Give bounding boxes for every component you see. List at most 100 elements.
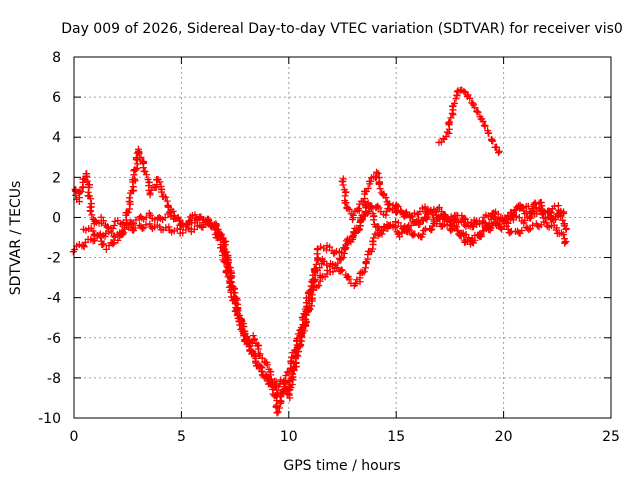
y-tick-label: 0 [52, 210, 61, 226]
data-point [297, 331, 305, 339]
data-point [339, 254, 347, 262]
data-point [348, 233, 356, 241]
data-point [71, 246, 79, 254]
data-point [446, 217, 454, 225]
data-point [135, 148, 143, 156]
data-point [532, 200, 540, 208]
data-point [518, 227, 526, 235]
data-point [476, 220, 484, 228]
data-point [88, 211, 96, 219]
data-point [516, 203, 524, 211]
data-point [474, 108, 482, 116]
x-tick-label: 25 [602, 429, 620, 445]
y-tick-label: 4 [52, 130, 61, 146]
data-point [162, 224, 170, 232]
data-point [104, 223, 112, 231]
data-point [273, 409, 281, 417]
data-point [317, 243, 325, 251]
data-point [374, 169, 382, 177]
data-point [460, 87, 468, 95]
data-point [545, 207, 553, 215]
data-point [370, 234, 378, 242]
data-point [82, 172, 90, 180]
data-point [338, 266, 346, 274]
data-point [191, 211, 199, 219]
data-point [562, 225, 570, 233]
data-point [479, 227, 487, 235]
data-point [473, 107, 481, 115]
data-point [528, 204, 536, 212]
data-point [479, 117, 487, 125]
data-point [562, 238, 570, 246]
data-point [138, 225, 146, 233]
x-tick-label: 15 [387, 429, 405, 445]
data-point [227, 293, 235, 301]
data-point [352, 280, 360, 288]
data-point [489, 137, 497, 145]
data-point [464, 91, 472, 99]
data-point [224, 273, 232, 281]
data-point [83, 177, 91, 185]
data-point [234, 310, 242, 318]
data-point [139, 164, 147, 172]
data-point [466, 94, 474, 102]
data-point [354, 205, 362, 213]
data-point [423, 213, 431, 221]
data-point [476, 231, 484, 239]
data-point [559, 231, 567, 239]
x-tick-label: 10 [280, 429, 298, 445]
y-tick-label: -2 [47, 251, 61, 267]
data-point [97, 233, 105, 241]
data-point [114, 236, 122, 244]
data-point [151, 216, 159, 224]
data-point [223, 269, 231, 277]
data-point [349, 211, 357, 219]
data-point [495, 149, 503, 157]
data-point [126, 194, 134, 202]
data-point [288, 353, 296, 361]
plot-frame [73, 56, 612, 419]
data-point [477, 231, 485, 239]
data-point [373, 168, 381, 176]
data-point [76, 188, 84, 196]
data-point [432, 217, 440, 225]
data-point [360, 268, 368, 276]
data-point [293, 335, 301, 343]
data-point [135, 149, 143, 157]
data-point [342, 199, 350, 207]
data-point [365, 177, 373, 185]
data-point [280, 383, 288, 391]
data-point [282, 372, 290, 380]
data-point [506, 229, 514, 237]
data-point [128, 220, 136, 228]
data-point [146, 191, 154, 199]
data-point [236, 321, 244, 329]
x-tick-label: 5 [177, 429, 186, 445]
data-point [142, 171, 150, 179]
series-track-e [435, 86, 503, 157]
data-point [398, 208, 406, 216]
data-point [454, 227, 462, 235]
data-point [337, 249, 345, 257]
data-point [87, 195, 95, 203]
data-point [161, 214, 169, 222]
data-point [326, 243, 334, 251]
data-point [375, 180, 383, 188]
data-point [85, 183, 93, 191]
y-tick-label: 6 [52, 90, 61, 106]
data-point [469, 99, 477, 107]
data-point [87, 207, 95, 215]
data-point [323, 261, 331, 269]
data-point [395, 230, 403, 238]
data-point [481, 122, 489, 130]
data-point [158, 188, 166, 196]
data-point [272, 402, 280, 410]
data-point [258, 354, 266, 362]
data-point [512, 205, 520, 213]
data-point [419, 230, 427, 238]
data-point [345, 275, 353, 283]
data-point [385, 200, 393, 208]
data-point [560, 209, 568, 217]
data-point [272, 392, 280, 400]
